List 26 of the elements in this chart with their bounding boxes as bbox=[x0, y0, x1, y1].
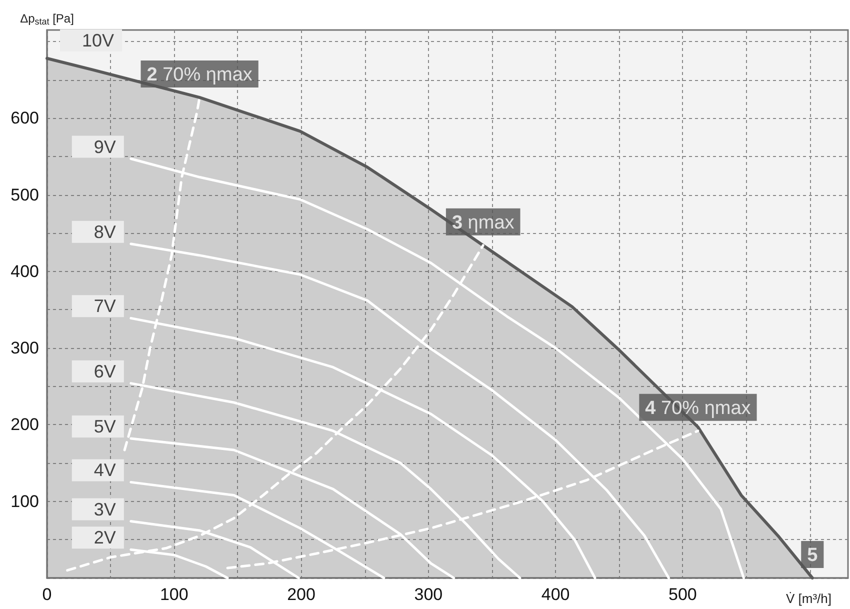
x-tick-label: 200 bbox=[287, 585, 316, 604]
annotation: 4 70% ηmax bbox=[645, 398, 752, 419]
x-tick-label: 100 bbox=[160, 585, 188, 604]
series-label: 9V bbox=[94, 136, 116, 157]
x-axis-title: V̇ [m³/h] bbox=[786, 591, 832, 606]
series-label: 2V bbox=[94, 528, 116, 548]
series-label: 5V bbox=[94, 416, 116, 437]
annotation: 3 ηmax bbox=[452, 212, 515, 234]
y-tick-label: 600 bbox=[10, 108, 39, 128]
y-tick-label: 400 bbox=[10, 262, 39, 281]
y-tick-label: 300 bbox=[10, 338, 39, 358]
annotation: 2 70% ηmax bbox=[146, 64, 253, 86]
x-tick-label: 400 bbox=[541, 585, 570, 604]
series-label: 10V bbox=[82, 30, 114, 50]
y-tick-label: 500 bbox=[10, 185, 39, 204]
series-label: 8V bbox=[94, 222, 116, 242]
series-label: 3V bbox=[94, 499, 116, 520]
x-tick-label: 300 bbox=[414, 585, 443, 604]
y-tick-label: 200 bbox=[10, 415, 39, 434]
x-tick-label: 0 bbox=[42, 585, 52, 604]
y-tick-label: 100 bbox=[10, 492, 39, 511]
x-tick-label: 500 bbox=[668, 585, 697, 604]
series-label: 6V bbox=[94, 361, 116, 382]
series-label: 4V bbox=[94, 460, 116, 480]
annotation: 5 bbox=[807, 545, 818, 566]
series-label: 7V bbox=[94, 296, 116, 316]
